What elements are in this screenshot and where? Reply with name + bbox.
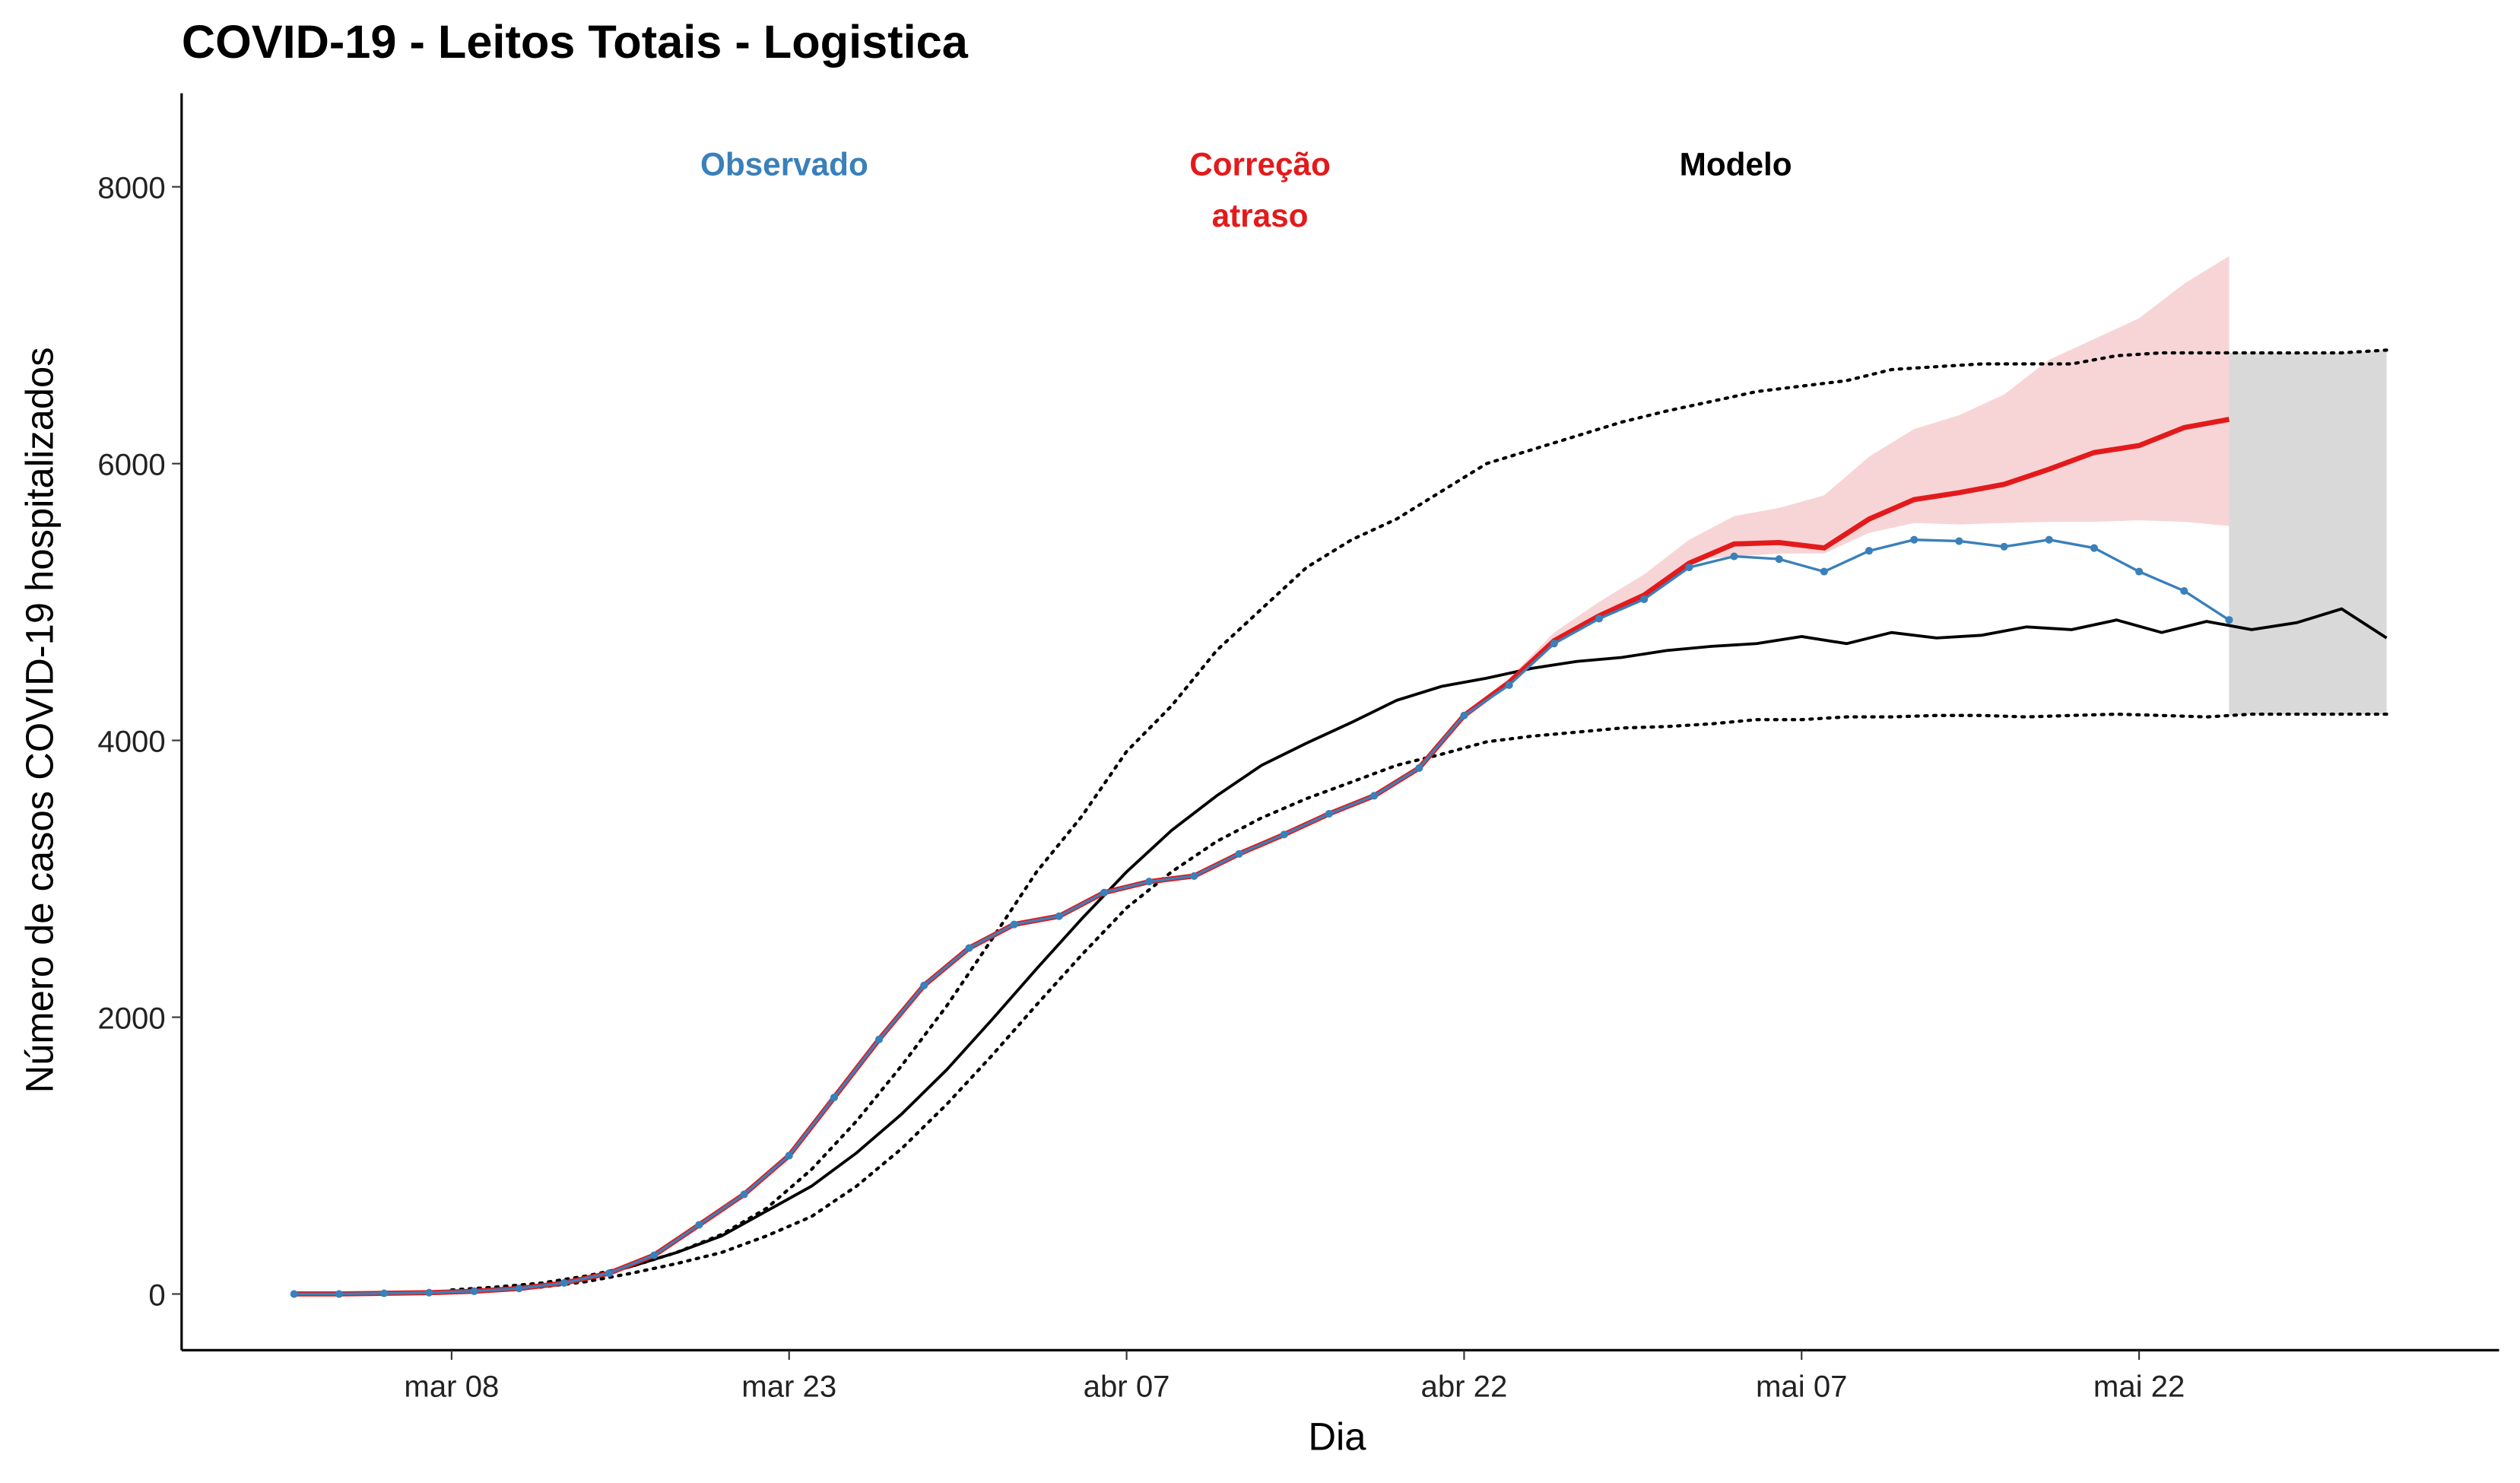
observed-point [380,1289,389,1297]
plot-area: 0 2000 4000 6000 8000 mar 08 mar 23 abr 07 abr 2… [97,93,2499,1404]
observed-point [1280,830,1288,839]
observed-point [875,1035,884,1043]
observed-point [1730,552,1738,560]
y-tick-label: 4000 [97,724,165,758]
observed-point [2000,542,2008,551]
observed-point [1235,849,1243,858]
observed-point [470,1287,478,1295]
observed-point [830,1094,838,1102]
observed-point [1775,555,1783,564]
observed-point [1055,912,1063,920]
observed-point [2135,567,2144,576]
x-tick-label: mai 07 [1756,1370,1847,1404]
observed-point [1685,564,1693,572]
observed-point [1910,535,1919,544]
observed-point [1325,809,1333,818]
x-axis-title: Dia [1308,1415,1366,1458]
annotation: Correção [1189,146,1331,182]
annotation: atraso [1212,198,1309,233]
observed-point [2090,544,2098,552]
annotation: Modelo [1680,146,1792,182]
x-tick-label: mai 22 [2093,1370,2185,1404]
y-tick-label: 0 [148,1278,165,1312]
observed-point [1415,764,1423,773]
y-tick-label: 8000 [97,170,165,205]
observed-line [294,538,2230,1296]
observed-point [650,1251,659,1259]
observed-point [1640,595,1649,604]
observed-point [1145,878,1154,886]
annotation: Observado [700,146,868,182]
observed-point [695,1221,703,1229]
correction-band [1509,256,2230,683]
x-tick-label: abr 07 [1084,1370,1170,1404]
observed-point [1010,920,1018,929]
observed-point [1190,872,1198,880]
x-tick-label: mar 08 [404,1370,499,1404]
observed-point [425,1288,433,1297]
observed-point [965,944,973,952]
observed-point [1865,547,1874,555]
observed-point [2225,616,2233,624]
model-lower-bound [449,712,2388,1293]
observed-point [2045,535,2053,544]
observed-point [1369,792,1379,800]
observed-point [2180,586,2188,595]
observed-point [1100,888,1109,897]
observed-point [1595,614,1604,623]
corrected-line [294,417,2230,1297]
forecast-shade [2229,350,2387,716]
model-upper-bound [449,348,2388,1292]
observed-point [1505,681,1513,689]
x-tick-label: mar 23 [741,1370,836,1404]
observed-point [785,1151,793,1160]
observed-point [920,981,928,989]
observed-point [1550,640,1558,648]
y-tick-label: 6000 [97,447,165,481]
observed-point [1955,537,1963,545]
observed-point [1820,567,1828,576]
observed-point [740,1190,748,1199]
observed-point [515,1285,523,1293]
observed-point [290,1290,298,1298]
observed-point [1460,711,1468,719]
y-axis-title: Número de casos COVID-19 hospitalizados [18,347,62,1093]
observed-point [605,1269,614,1278]
observed-point [335,1290,344,1298]
x-tick-label: abr 22 [1421,1370,1508,1404]
y-tick-label: 2000 [97,1001,165,1035]
observed-point [560,1278,568,1288]
model-line [451,607,2388,1293]
chart-title: COVID-19 - Leitos Totais - Logistica [182,16,969,68]
